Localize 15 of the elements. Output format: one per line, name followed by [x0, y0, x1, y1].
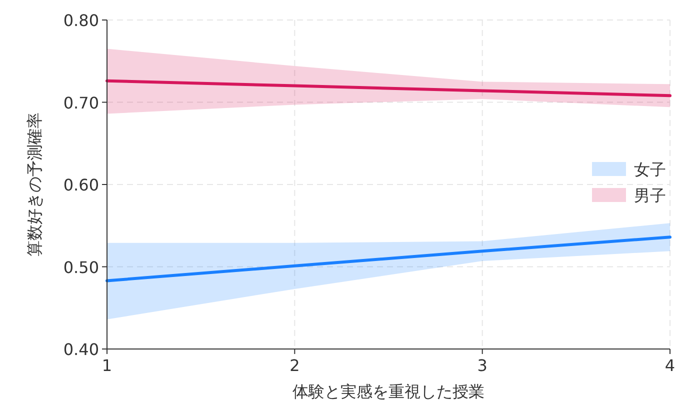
y-tick-label: 0.40 — [63, 340, 99, 359]
y-tick-label: 0.80 — [63, 11, 99, 30]
y-tick-label: 0.70 — [63, 93, 99, 112]
x-tick-label: 1 — [102, 356, 112, 375]
y-tick-label: 0.50 — [63, 258, 99, 277]
y-axis-title: 算数好きの予測確率 — [25, 112, 44, 256]
x-tick-label: 4 — [664, 356, 676, 375]
legend-label: 女子 — [634, 160, 666, 179]
x-tick-label: 3 — [477, 356, 488, 375]
x-axis-title: 体験と実感を重視した授業 — [292, 382, 484, 401]
x-tick-label: 2 — [290, 356, 300, 375]
legend-label: 男子 — [634, 186, 666, 205]
line-series — [106, 236, 672, 282]
y-tick-label: 0.60 — [63, 176, 99, 194]
line-series — [106, 79, 672, 98]
